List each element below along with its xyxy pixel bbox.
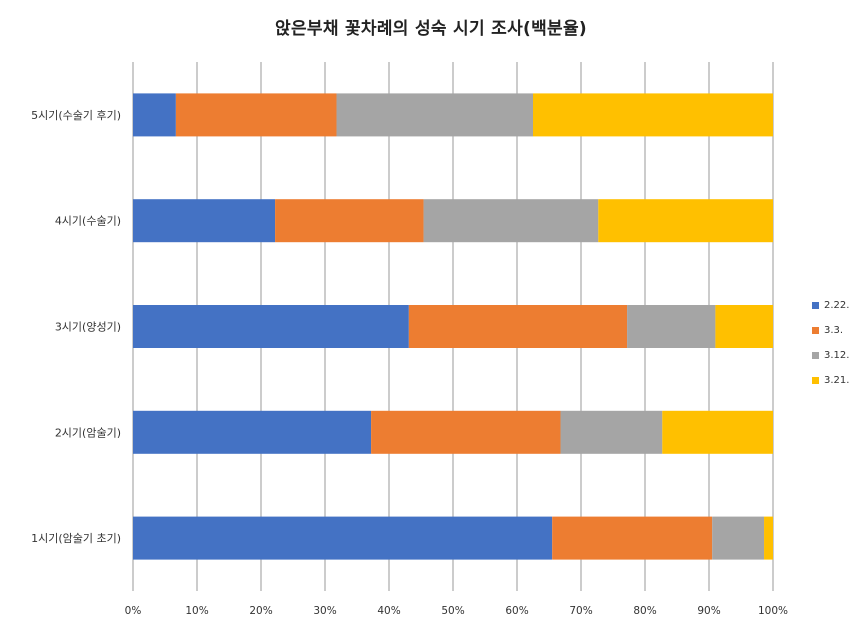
legend-item: 3.3. <box>812 318 849 343</box>
x-tick-label: 10% <box>185 605 208 617</box>
bar-segment <box>662 410 773 454</box>
legend-swatch <box>812 302 819 309</box>
legend-label: 3.12. <box>824 350 850 361</box>
legend-swatch <box>812 352 819 359</box>
bar-segment <box>423 199 599 243</box>
category-label: 5시기(수술기 후기) <box>31 109 121 122</box>
bar-segment <box>133 199 276 243</box>
chart-title: 앉은부채 꽃차례의 성숙 시기 조사(백분율) <box>275 19 587 39</box>
bar-segment <box>533 93 773 137</box>
legend-item: 3.12. <box>812 343 849 368</box>
legend-item: 3.21. <box>812 368 849 393</box>
bar-segment <box>275 199 424 243</box>
category-label: 2시기(암술기) <box>55 426 121 439</box>
category-label: 1시기(암술기 초기) <box>31 532 121 545</box>
bar-segment <box>133 93 176 137</box>
bar-segment <box>133 516 553 560</box>
x-tick-label: 100% <box>758 605 788 617</box>
legend-item: 2.22. <box>812 293 849 318</box>
x-tick-label: 20% <box>249 605 272 617</box>
legend-label: 2.22. <box>824 300 850 311</box>
bar-segment <box>712 516 765 560</box>
bar-segment <box>560 410 663 454</box>
bar-segment <box>133 305 409 348</box>
x-tick-label: 0% <box>125 605 142 617</box>
legend-swatch <box>812 377 819 384</box>
category-label: 4시기(수술기) <box>55 215 121 228</box>
category-label: 3시기(양성기) <box>55 321 121 334</box>
bar-segment <box>764 516 773 560</box>
x-tick-label: 90% <box>697 605 720 617</box>
bar-segment <box>133 410 372 454</box>
bar-segment <box>627 305 716 348</box>
bar-segment <box>336 93 533 137</box>
legend: 2.22. 3.3. 3.12. 3.21. <box>812 293 849 393</box>
bar-segment <box>408 305 628 348</box>
bar-segment <box>552 516 713 560</box>
bar-segment <box>715 305 773 348</box>
legend-swatch <box>812 327 819 334</box>
x-tick-label: 70% <box>569 605 592 617</box>
bar-segment <box>598 199 773 243</box>
x-tick-label: 40% <box>377 605 400 617</box>
x-tick-label: 30% <box>313 605 336 617</box>
bar-segment <box>371 410 561 454</box>
legend-label: 3.3. <box>824 325 844 336</box>
x-tick-label: 60% <box>505 605 528 617</box>
x-tick-label: 50% <box>441 605 464 617</box>
x-tick-label: 80% <box>633 605 656 617</box>
legend-label: 3.21. <box>824 375 850 386</box>
bar-segment <box>175 93 337 137</box>
